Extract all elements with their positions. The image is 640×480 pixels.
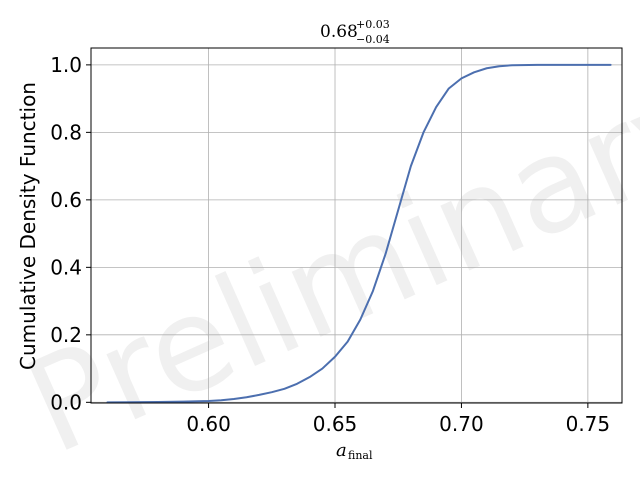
x-axis-ticks: 0.60 0.65 0.70 0.75 <box>186 403 610 436</box>
y-axis-ticks: 0.0 0.2 0.4 0.6 0.8 1.0 <box>50 53 91 414</box>
y-tick-label: 0.0 <box>50 390 82 414</box>
x-tick-label: 0.70 <box>439 412 484 436</box>
cdf-series <box>106 63 612 404</box>
y-tick-label: 0.6 <box>50 188 82 212</box>
x-label-subscript: final <box>348 449 373 462</box>
cdf-line <box>106 63 612 404</box>
y-tick-label: 0.8 <box>50 120 82 144</box>
y-tick-label: 0.4 <box>50 255 82 279</box>
y-tick-label: 0.2 <box>50 323 82 347</box>
y-axis-label: Cumulative Density Function <box>16 82 40 370</box>
x-label-main: a <box>336 440 347 461</box>
x-tick-label: 0.75 <box>566 412 611 436</box>
plot-frame <box>90 47 623 404</box>
title-subscript: −0.04 <box>356 33 390 46</box>
x-tick-label: 0.65 <box>313 412 358 436</box>
chart-title: 0.68 <box>320 22 358 42</box>
title-superscript: +0.03 <box>356 18 390 31</box>
x-tick-label: 0.60 <box>186 412 231 436</box>
x-axis-label: a <box>336 440 347 461</box>
y-tick-label: 1.0 <box>50 53 82 77</box>
title-main: 0.68 <box>320 22 358 42</box>
